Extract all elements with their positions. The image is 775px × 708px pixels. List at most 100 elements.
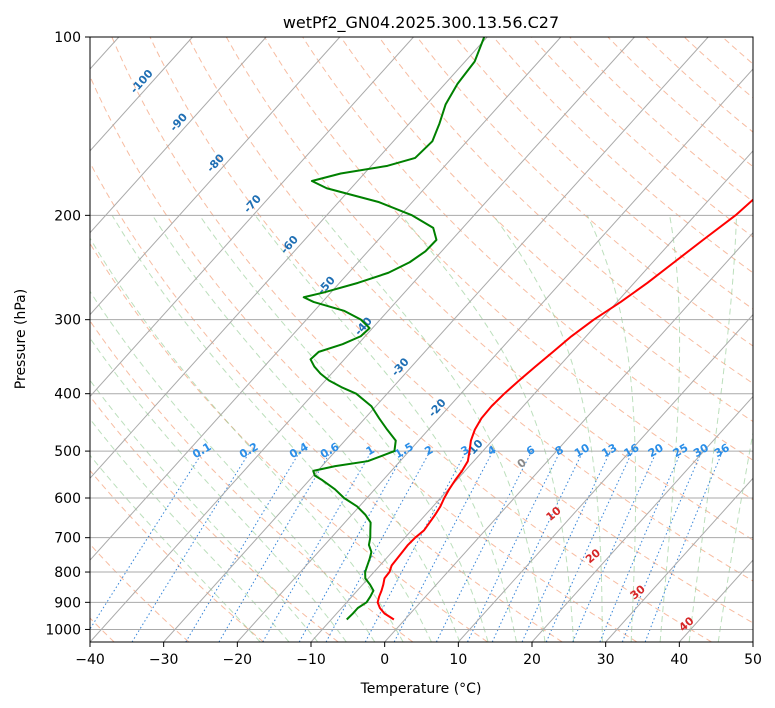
temperature-profile: [376, 198, 753, 621]
dry-adiabat: [454, 37, 753, 310]
mixing-ratio-label: 36: [712, 441, 732, 460]
mixing-ratio-line: [435, 450, 533, 642]
plot-frame: [89, 36, 754, 643]
isotherm: [90, 37, 635, 642]
mixing-ratio-line: [599, 450, 682, 642]
y-tick-label: 100: [54, 30, 81, 46]
y-tick-label: 800: [54, 565, 81, 581]
dry-adiabat: [149, 37, 753, 624]
isotherm: [752, 641, 753, 642]
isotherm: [163, 37, 709, 642]
dry-adiabat: [416, 37, 753, 347]
moist-adiabat: [717, 430, 753, 642]
isotherm-label: -30: [389, 355, 412, 379]
dry-adiabat: [90, 242, 488, 642]
isotherm-label: -100: [128, 67, 156, 96]
moist-adiabat-label: 0: [515, 456, 529, 471]
x-tick-label: 40: [670, 652, 688, 668]
mixing-ratio-label: 30: [691, 441, 711, 460]
isotherms: [90, 37, 753, 642]
dry-adiabat: [90, 161, 563, 642]
mixing-ratio-label: 20: [646, 441, 666, 460]
isobars: [90, 37, 753, 630]
x-tick-label: −10: [296, 652, 326, 668]
moist-adiabat: [111, 215, 432, 642]
chart-title: wetPf2_GN04.2025.300.13.56.C27: [283, 13, 559, 33]
mixing-ratio-line: [572, 450, 658, 642]
y-tick-label: 300: [54, 313, 81, 329]
isotherm: [236, 68, 753, 642]
dry-adiabat: [683, 37, 753, 99]
y-axis-label: Pressure (hPa): [13, 289, 29, 389]
dry-adiabat: [90, 543, 190, 642]
moist-adiabat: [90, 418, 290, 642]
mixing-ratio-label: 10: [572, 441, 592, 460]
y-tick-label: 600: [54, 491, 81, 507]
y-tick-label: 1000: [45, 622, 81, 638]
moist-adiabat: [401, 215, 575, 642]
y-tick-label: 700: [54, 531, 81, 547]
x-tick-label: 20: [523, 652, 541, 668]
dry-adiabat: [761, 37, 775, 642]
isotherm-label: -20: [426, 396, 449, 420]
mixing-ratio-line: [644, 450, 724, 642]
moist-adiabat: [199, 215, 489, 642]
mixing-ratio-line: [298, 450, 406, 642]
isotherm-label: -70: [241, 192, 264, 216]
isotherm: [310, 150, 753, 642]
dry-adiabat: [90, 469, 264, 642]
y-axis-ticks: 1000 900 800 700 600 500 400 300 200 100: [45, 30, 90, 638]
y-tick-label: 400: [54, 387, 81, 403]
moist-adiabat: [321, 215, 546, 642]
moist-adiabat: [659, 215, 681, 642]
y-tick-label: 900: [54, 595, 81, 611]
isotherm: [90, 37, 193, 152]
mixing-ratio-line: [621, 450, 703, 642]
dry-adiabat: [111, 37, 712, 642]
y-tick-label: 500: [54, 444, 81, 460]
moist-adiabat: [254, 215, 517, 642]
isotherm: [90, 37, 341, 316]
mixing-ratio-label: 0.6: [318, 440, 342, 461]
isotherm: [90, 37, 488, 480]
isotherm-label: -60: [278, 233, 301, 257]
isotherm: [605, 477, 753, 642]
x-axis-label: Temperature (°C): [360, 681, 482, 697]
isotherm-label: -90: [167, 110, 190, 134]
moist-adiabats: [90, 215, 753, 642]
dewpoint-profile: [302, 37, 486, 621]
mixing-ratio-lines: [90, 450, 724, 642]
mixing-ratio-line: [545, 450, 633, 642]
isotherm: [457, 313, 753, 642]
isotherm: [384, 231, 753, 642]
x-tick-label: −20: [223, 652, 253, 668]
x-tick-label: 0: [380, 652, 389, 668]
mixing-ratio-label: 4: [485, 443, 498, 458]
moist-adiabat: [90, 290, 376, 642]
isotherm: [531, 395, 753, 642]
mixing-ratio-line: [185, 450, 301, 642]
x-tick-label: 30: [597, 652, 615, 668]
mixing-ratio-line: [467, 450, 561, 642]
x-tick-label: −30: [149, 652, 179, 668]
moist-adiabat: [688, 215, 737, 642]
dry-adiabat: [225, 37, 753, 541]
moist-adiabat: [152, 215, 461, 642]
isotherm: [90, 37, 414, 398]
dry-adiabat: [645, 37, 753, 133]
x-tick-label: −40: [75, 652, 105, 668]
isotherm: [90, 37, 562, 561]
mixing-ratio-label: 0.1: [190, 440, 213, 461]
moist-adiabat: [90, 454, 261, 642]
reference-line-labels: -100-90-80-70-60-50-40-30-20-100.1 0.2 0.4…: [128, 67, 732, 634]
mixing-ratio-line: [325, 450, 431, 642]
mixing-ratio-line: [90, 450, 204, 630]
mixing-ratio-line: [491, 450, 584, 642]
moist-adiabat: [90, 379, 319, 642]
mixing-ratio-line: [364, 450, 467, 642]
dry-adiabat: [90, 395, 339, 642]
x-tick-label: 50: [744, 652, 762, 668]
moist-adiabat: [492, 215, 603, 642]
moist-adiabat: [586, 215, 637, 642]
